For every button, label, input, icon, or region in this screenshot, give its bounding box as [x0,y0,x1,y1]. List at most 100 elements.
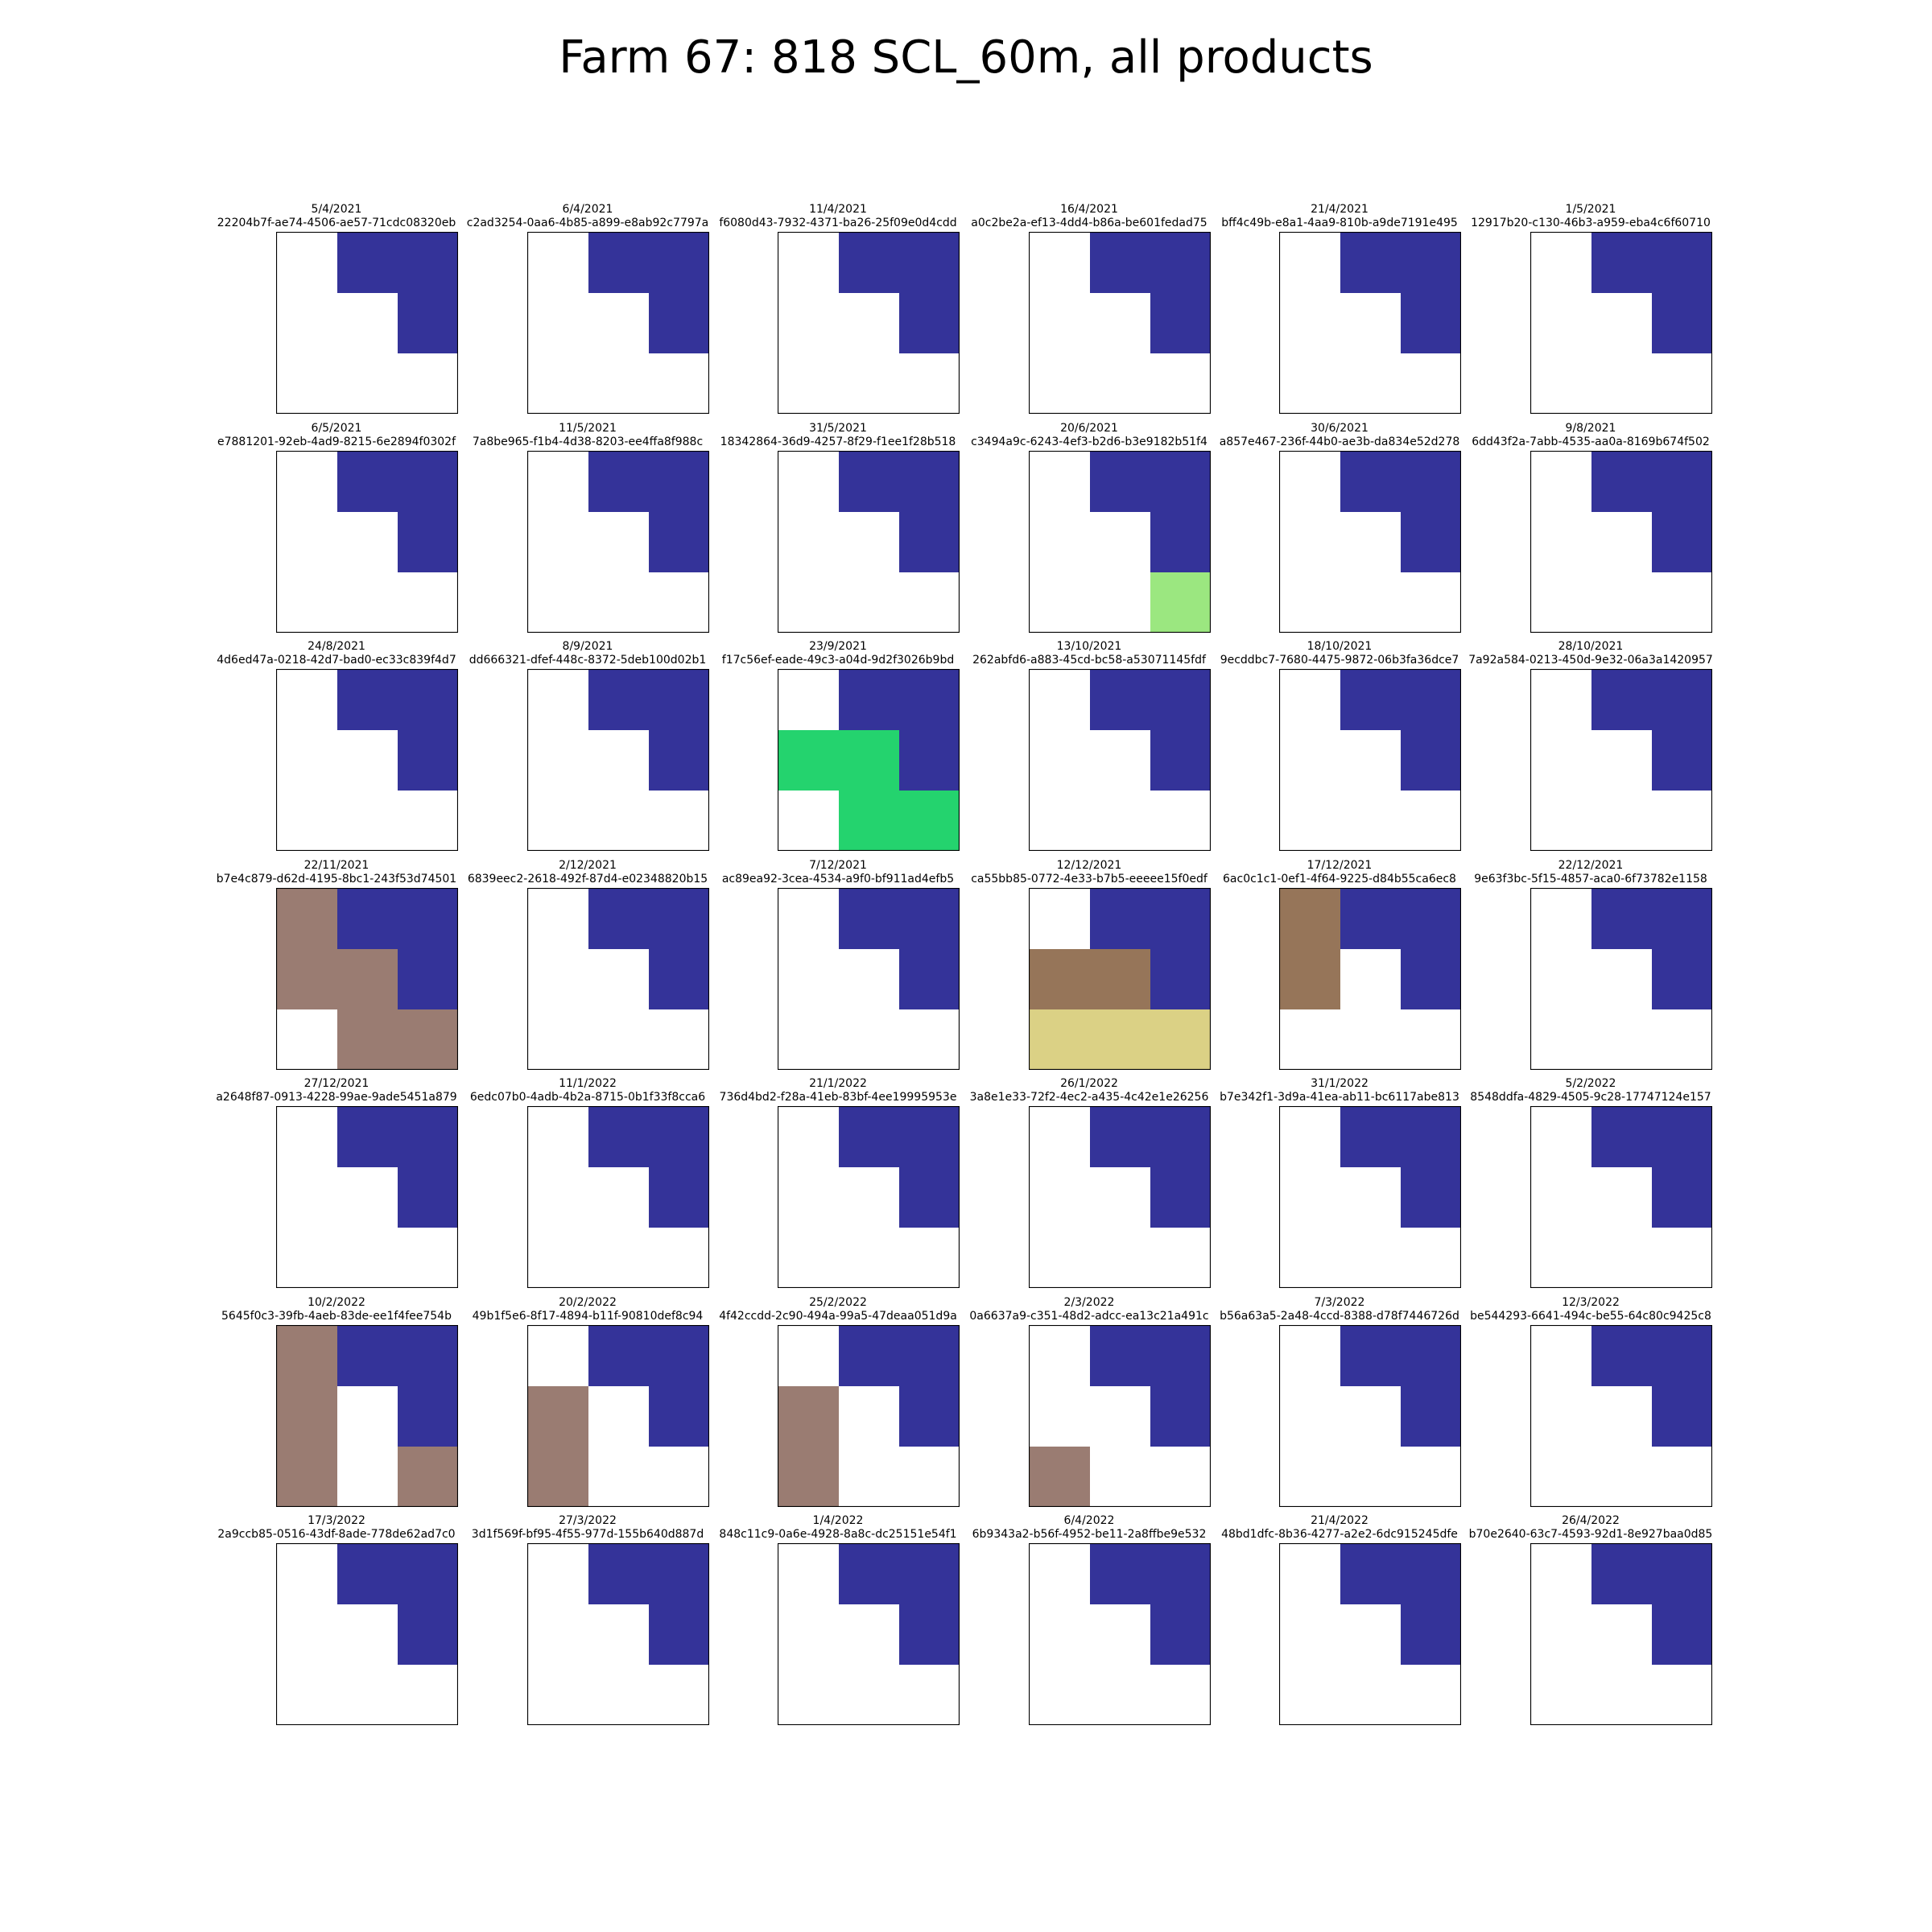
heatmap-cell [778,1107,839,1167]
heatmap-cell [1591,353,1652,414]
panel-id-label: bff4c49b-e8a1-4aa9-810b-a9de7191e495 [1221,217,1458,229]
heatmap-cell [588,1107,649,1167]
heatmap-cell [778,1386,839,1447]
panel-id-label: a0c2be2a-ef13-4dd4-b86a-be601fedad75 [971,217,1208,229]
heatmap-cell [1280,1009,1340,1070]
heatmap-cell [398,1447,458,1507]
heatmap-cell [1090,670,1150,730]
panel-frame [778,888,960,1070]
heatmap-cell [1652,889,1712,949]
heatmap-cell [649,1167,709,1228]
heatmap-cell [1030,1447,1090,1507]
heatmap-cell [1652,1544,1712,1604]
scl-heatmap [527,451,709,633]
heatmap-cell [1340,572,1401,633]
heatmap-cell [899,353,960,414]
heatmap-cell [337,1107,398,1167]
heatmap-cell [1090,512,1150,572]
panel-date-label: 12/12/2021 [1056,859,1122,872]
panel-id-label: a857e467-236f-44b0-ae3b-da834e52d278 [1219,436,1460,448]
panel-date-label: 2/12/2021 [559,859,617,872]
heatmap-cell [1401,293,1461,353]
heatmap-cell [398,1604,458,1665]
heatmap-cell [1030,353,1090,414]
heatmap-cell [528,293,588,353]
heatmap-cell [1652,572,1712,633]
panel-date-label: 25/2/2022 [809,1296,867,1309]
heatmap-cell [1280,572,1340,633]
heatmap-cell [1340,1167,1401,1228]
heatmap-cell [398,1009,458,1070]
heatmap-cell [528,949,588,1009]
panel-id-label: b7e4c879-d62d-4195-8bc1-243f53d74501 [216,873,457,886]
panel-date-label: 11/5/2021 [559,422,617,435]
heatmap-cell [1652,293,1712,353]
heatmap-cell [1591,1544,1652,1604]
heatmap-cell [1531,1386,1591,1447]
panel-frame [527,888,709,1070]
panel-date-label: 20/2/2022 [559,1296,617,1309]
heatmap-cell [1531,1167,1591,1228]
scene-panel: 1/5/2021 12917b20-c130-46b3-a959-eba4c6f6… [1465,203,1716,414]
heatmap-cell [839,1386,899,1447]
heatmap-cell [1280,1447,1340,1507]
heatmap-cell [1030,1386,1090,1447]
heatmap-cell [1531,1009,1591,1070]
heatmap-cell [1090,1604,1150,1665]
heatmap-cell [588,1386,649,1447]
heatmap-cell [398,670,458,730]
heatmap-cell [649,1386,709,1447]
heatmap-cell [1090,791,1150,851]
heatmap-cell [839,233,899,293]
panel-date-label: 23/9/2021 [809,640,867,653]
panel-frame [1279,1325,1461,1507]
scene-panel: 27/12/2021 a2648f87-0913-4228-99ae-9ade54… [211,1077,462,1288]
heatmap-cell [1591,791,1652,851]
heatmap-cell [778,1009,839,1070]
heatmap-cell [277,233,337,293]
heatmap-cell [398,1228,458,1288]
panel-frame [1029,1543,1211,1725]
heatmap-cell [839,730,899,791]
heatmap-cell [839,889,899,949]
heatmap-cell [1150,353,1211,414]
panel-id-label: 3a8e1e33-72f2-4ec2-a435-4c42e1e26256 [969,1091,1209,1104]
panel-id-label: 9e63f3bc-5f15-4857-aca0-6f73782e1158 [1474,873,1707,886]
heatmap-cell [839,512,899,572]
heatmap-cell [1090,293,1150,353]
heatmap-cell [1531,572,1591,633]
heatmap-cell [1280,1604,1340,1665]
scl-heatmap [1279,669,1461,851]
heatmap-cell [1401,512,1461,572]
scl-heatmap [527,1325,709,1507]
heatmap-cell [1340,730,1401,791]
scene-panel: 11/4/2021 f6080d43-7932-4371-ba26-25f09e0… [712,203,964,414]
heatmap-cell [528,791,588,851]
panel-frame [276,1106,458,1288]
heatmap-cell [588,791,649,851]
scene-panel: 26/4/2022 b70e2640-63c7-4593-92d1-8e927ba… [1465,1514,1716,1725]
scl-heatmap [778,1325,960,1507]
heatmap-cell [398,512,458,572]
panel-id-label: ca55bb85-0772-4e33-b7b5-eeeee15f0edf [971,873,1208,886]
heatmap-cell [1591,512,1652,572]
heatmap-cell [1150,293,1211,353]
panel-date-label: 18/10/2021 [1307,640,1373,653]
heatmap-cell [588,293,649,353]
heatmap-cell [528,1447,588,1507]
heatmap-cell [1340,293,1401,353]
heatmap-cell [277,1665,337,1725]
heatmap-cell [778,293,839,353]
scene-panel: 31/1/2022 b7e342f1-3d9a-41ea-ab11-bc6117a… [1214,1077,1465,1288]
heatmap-cell [1090,1228,1150,1288]
heatmap-cell [1150,1544,1211,1604]
panel-id-label: c3494a9c-6243-4ef3-b2d6-b3e9182b51f4 [971,436,1208,448]
heatmap-cell [1150,452,1211,512]
heatmap-cell [337,233,398,293]
heatmap-cell [1030,512,1090,572]
heatmap-cell [398,572,458,633]
heatmap-cell [277,949,337,1009]
heatmap-cell [899,1326,960,1386]
heatmap-cell [1340,670,1401,730]
heatmap-cell [899,452,960,512]
